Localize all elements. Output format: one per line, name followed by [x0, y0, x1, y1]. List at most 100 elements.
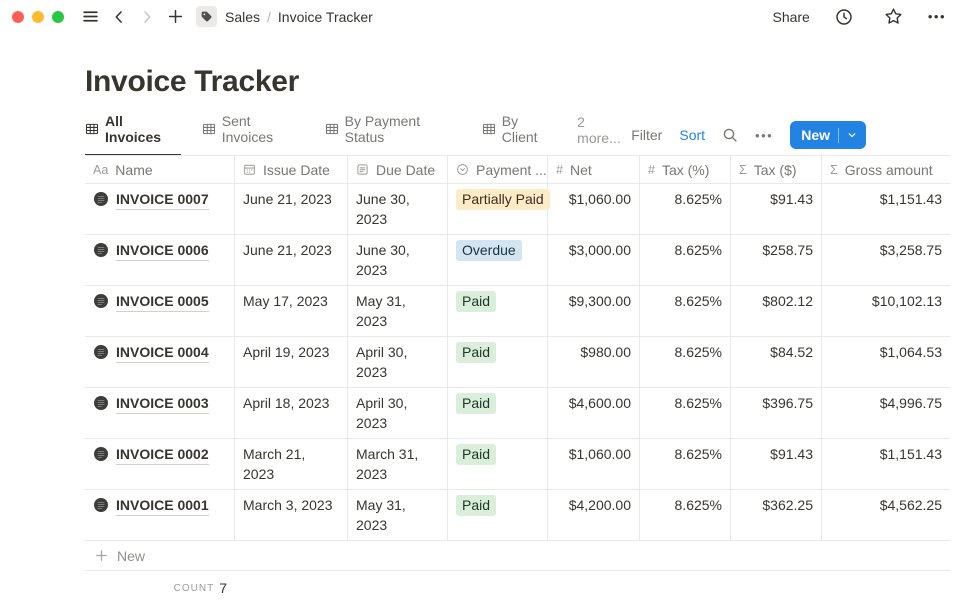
cell-name[interactable]: INVOICE 0005	[85, 286, 235, 336]
cell-payment-status[interactable]: Paid	[448, 337, 548, 387]
cell-tax-pct[interactable]: 8.625%	[640, 184, 731, 234]
column-header-tax-pct[interactable]: # Tax (%)	[640, 156, 731, 183]
window-zoom-button[interactable]	[52, 10, 64, 23]
tab-all-invoices[interactable]: All Invoices	[85, 113, 181, 155]
tab-by-payment-status[interactable]: By Payment Status	[325, 113, 461, 155]
cell-payment-status[interactable]: Overdue	[448, 235, 548, 285]
breadcrumb-parent[interactable]: Sales	[225, 8, 261, 25]
cell-gross[interactable]: $3,258.75	[879, 242, 942, 258]
cell-gross[interactable]: $10,102.13	[871, 293, 942, 309]
sort-button[interactable]: Sort	[679, 127, 706, 143]
more-icon[interactable]: •••	[927, 9, 946, 24]
invoice-link[interactable]: INVOICE 0005	[116, 291, 209, 312]
new-button[interactable]: New	[790, 121, 866, 149]
cell-tax-amt[interactable]: $91.43	[731, 184, 822, 234]
cell-tax-amt[interactable]: $802.12	[731, 286, 822, 336]
cell-net[interactable]: $980.00	[548, 337, 640, 387]
cell-payment-status[interactable]: Paid	[448, 286, 548, 336]
column-header-payment-status[interactable]: Payment ...	[448, 156, 548, 183]
window-close-button[interactable]	[12, 10, 24, 23]
cell-net[interactable]: $4,600.00	[548, 388, 640, 438]
invoice-link[interactable]: INVOICE 0004	[116, 342, 209, 363]
status-badge[interactable]: Paid	[456, 444, 497, 465]
status-badge[interactable]: Paid	[456, 495, 497, 516]
column-header-due-date[interactable]: Due Date	[348, 156, 448, 183]
cell-due-date[interactable]: June 30, 2023	[348, 235, 448, 285]
cell-name[interactable]: INVOICE 0003	[85, 388, 235, 438]
cell-due-date[interactable]: March 31, 2023	[348, 439, 448, 489]
column-header-net[interactable]: # Net	[548, 156, 640, 183]
cell-issue-date[interactable]: June 21, 2023	[235, 184, 348, 234]
column-header-issue-date[interactable]: Issue Date	[235, 156, 348, 183]
status-badge[interactable]: Paid	[456, 342, 497, 363]
cell-tax-amt[interactable]: $258.75	[731, 235, 822, 285]
breadcrumb-current[interactable]: Invoice Tracker	[277, 8, 373, 25]
cell-gross[interactable]: $1,064.53	[879, 344, 942, 360]
cell-tax-amt[interactable]: $362.25	[731, 490, 822, 540]
tab-sent-invoices[interactable]: Sent Invoices	[202, 113, 304, 155]
status-badge[interactable]: Overdue	[456, 240, 522, 261]
share-button[interactable]: Share	[772, 8, 810, 25]
column-header-name[interactable]: Aa Name	[85, 156, 235, 183]
status-badge[interactable]: Partially Paid	[456, 189, 550, 210]
cell-issue-date[interactable]: March 3, 2023	[235, 490, 348, 540]
invoice-link[interactable]: INVOICE 0006	[116, 240, 209, 261]
cell-tax-pct[interactable]: 8.625%	[640, 286, 731, 336]
view-more-icon[interactable]: •••	[755, 127, 774, 143]
cell-tax-amt[interactable]: $84.52	[731, 337, 822, 387]
plus-icon[interactable]	[167, 8, 184, 25]
status-badge[interactable]: Paid	[456, 291, 497, 312]
cell-issue-date[interactable]: March 21, 2023	[235, 439, 348, 489]
cell-tax-amt[interactable]: $91.43	[731, 439, 822, 489]
cell-name[interactable]: INVOICE 0004	[85, 337, 235, 387]
invoice-link[interactable]: INVOICE 0002	[116, 444, 209, 465]
cell-due-date[interactable]: May 31, 2023	[348, 490, 448, 540]
invoice-link[interactable]: INVOICE 0007	[116, 189, 209, 210]
cell-due-date[interactable]: April 30, 2023	[348, 388, 448, 438]
cell-name[interactable]: INVOICE 0001	[85, 490, 235, 540]
cell-due-date[interactable]: May 31, 2023	[348, 286, 448, 336]
new-row-button[interactable]: New	[85, 541, 950, 571]
status-badge[interactable]: Paid	[456, 393, 497, 414]
tab-by-client[interactable]: By Client	[482, 113, 556, 155]
cell-payment-status[interactable]: Partially Paid	[448, 184, 550, 234]
cell-name[interactable]: INVOICE 0006	[85, 235, 235, 285]
cell-issue-date[interactable]: May 17, 2023	[235, 286, 348, 336]
cell-net[interactable]: $9,300.00	[548, 286, 640, 336]
invoice-link[interactable]: INVOICE 0001	[116, 495, 209, 516]
chevron-down-icon[interactable]	[847, 130, 857, 140]
cell-tax-pct[interactable]: 8.625%	[640, 337, 731, 387]
cell-tax-pct[interactable]: 8.625%	[640, 388, 731, 438]
cell-tax-pct[interactable]: 8.625%	[640, 490, 731, 540]
cell-payment-status[interactable]: Paid	[448, 490, 548, 540]
cell-gross[interactable]: $4,996.75	[879, 395, 942, 411]
cell-gross[interactable]: $1,151.43	[879, 446, 942, 462]
star-icon[interactable]	[884, 7, 903, 26]
more-views-button[interactable]: 2 more...	[577, 113, 621, 146]
cell-tax-amt[interactable]: $396.75	[731, 388, 822, 438]
forward-icon[interactable]	[139, 9, 155, 25]
cell-name[interactable]: INVOICE 0007	[85, 184, 235, 234]
cell-payment-status[interactable]: Paid	[448, 439, 548, 489]
cell-tax-pct[interactable]: 8.625%	[640, 439, 731, 489]
window-minimize-button[interactable]	[32, 10, 44, 23]
search-icon[interactable]	[722, 127, 738, 143]
back-icon[interactable]	[111, 9, 127, 25]
cell-payment-status[interactable]: Paid	[448, 388, 548, 438]
page-title[interactable]: Invoice Tracker	[85, 65, 299, 98]
cell-due-date[interactable]: June 30, 2023	[348, 184, 448, 234]
column-header-gross-amount[interactable]: Σ Gross amount	[822, 156, 950, 183]
cell-issue-date[interactable]: April 18, 2023	[235, 388, 348, 438]
cell-tax-pct[interactable]: 8.625%	[640, 235, 731, 285]
cell-net[interactable]: $1,060.00	[548, 184, 640, 234]
page-icon-chip[interactable]	[196, 6, 217, 27]
cell-net[interactable]: $4,200.00	[548, 490, 640, 540]
column-header-tax-amt[interactable]: Σ Tax ($)	[731, 156, 822, 183]
hamburger-icon[interactable]	[82, 8, 99, 25]
count-control[interactable]: COUNT 7	[85, 573, 235, 603]
cell-net[interactable]: $3,000.00	[548, 235, 640, 285]
clock-icon[interactable]	[835, 8, 853, 26]
filter-button[interactable]: Filter	[631, 127, 663, 143]
cell-due-date[interactable]: April 30, 2023	[348, 337, 448, 387]
cell-gross[interactable]: $1,151.43	[879, 191, 942, 207]
